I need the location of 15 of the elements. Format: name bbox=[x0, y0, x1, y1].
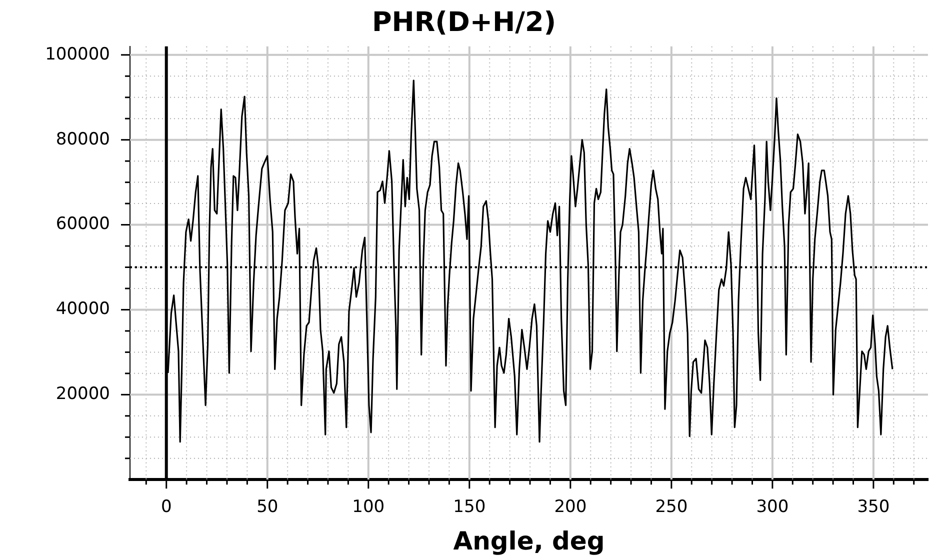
y-tick-label: 100000 bbox=[45, 44, 110, 64]
x-axis-title: Angle, deg bbox=[453, 526, 605, 556]
x-tick-label: 200 bbox=[554, 497, 587, 518]
x-tick-label: 100 bbox=[352, 497, 385, 518]
x-tick-label: 350 bbox=[857, 497, 890, 518]
y-tick-label: 80000 bbox=[56, 129, 110, 150]
x-tick-label: 150 bbox=[453, 497, 486, 518]
y-tick-label: 60000 bbox=[56, 214, 110, 234]
y-tick-label: 20000 bbox=[56, 384, 110, 404]
x-tick-label: 0 bbox=[160, 497, 172, 518]
x-tick-label: 250 bbox=[655, 497, 688, 518]
chart-title: PHR(D+H/2) bbox=[372, 7, 556, 38]
x-tick-label: 300 bbox=[756, 497, 789, 518]
x-tick-label: 50 bbox=[256, 497, 278, 518]
y-tick-label: 40000 bbox=[56, 299, 110, 320]
